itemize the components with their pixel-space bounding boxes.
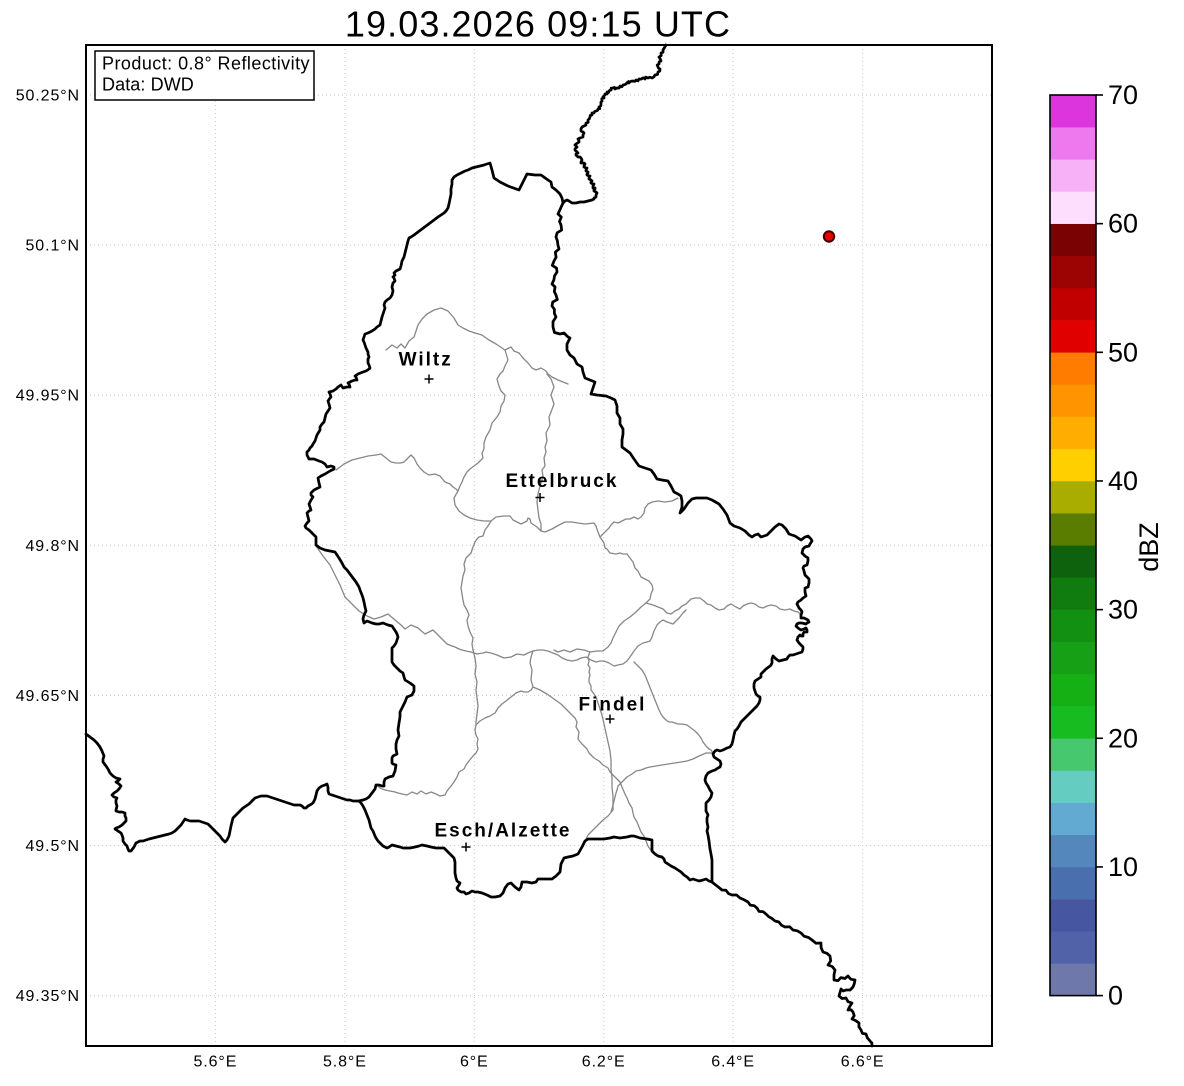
svg-text:40: 40 bbox=[1108, 466, 1138, 496]
svg-text:49.65°N: 49.65°N bbox=[16, 688, 80, 705]
svg-text:6.4°E: 6.4°E bbox=[711, 1054, 755, 1071]
svg-text:6°E: 6°E bbox=[460, 1054, 489, 1071]
svg-text:Ettelbruck: Ettelbruck bbox=[506, 471, 619, 492]
svg-text:49.35°N: 49.35°N bbox=[16, 988, 80, 1005]
svg-text:Data: DWD: Data: DWD bbox=[102, 75, 194, 95]
svg-text:Product: 0.8° Reflectivity: Product: 0.8° Reflectivity bbox=[102, 54, 310, 74]
svg-text:19.03.2026 09:15 UTC: 19.03.2026 09:15 UTC bbox=[345, 4, 731, 45]
svg-text:6.6°E: 6.6°E bbox=[841, 1054, 885, 1071]
svg-text:5.8°E: 5.8°E bbox=[323, 1054, 367, 1071]
svg-text:30: 30 bbox=[1108, 595, 1138, 625]
svg-text:0: 0 bbox=[1108, 981, 1123, 1011]
svg-text:49.95°N: 49.95°N bbox=[16, 388, 80, 405]
svg-text:Esch/Alzette: Esch/Alzette bbox=[435, 821, 572, 842]
svg-text:20: 20 bbox=[1108, 723, 1138, 753]
svg-text:Findel: Findel bbox=[579, 695, 647, 716]
svg-text:50.1°N: 50.1°N bbox=[26, 238, 81, 255]
svg-text:50: 50 bbox=[1108, 337, 1138, 367]
svg-text:49.5°N: 49.5°N bbox=[26, 838, 81, 855]
svg-text:dBZ: dBZ bbox=[1134, 522, 1164, 572]
svg-text:50.25°N: 50.25°N bbox=[16, 88, 80, 105]
svg-text:10: 10 bbox=[1108, 852, 1138, 882]
svg-text:6.2°E: 6.2°E bbox=[582, 1054, 626, 1071]
svg-text:60: 60 bbox=[1108, 209, 1138, 239]
svg-text:49.8°N: 49.8°N bbox=[26, 538, 81, 555]
svg-text:Wiltz: Wiltz bbox=[399, 350, 453, 371]
svg-text:70: 70 bbox=[1108, 80, 1138, 110]
svg-text:5.6°E: 5.6°E bbox=[193, 1054, 237, 1071]
